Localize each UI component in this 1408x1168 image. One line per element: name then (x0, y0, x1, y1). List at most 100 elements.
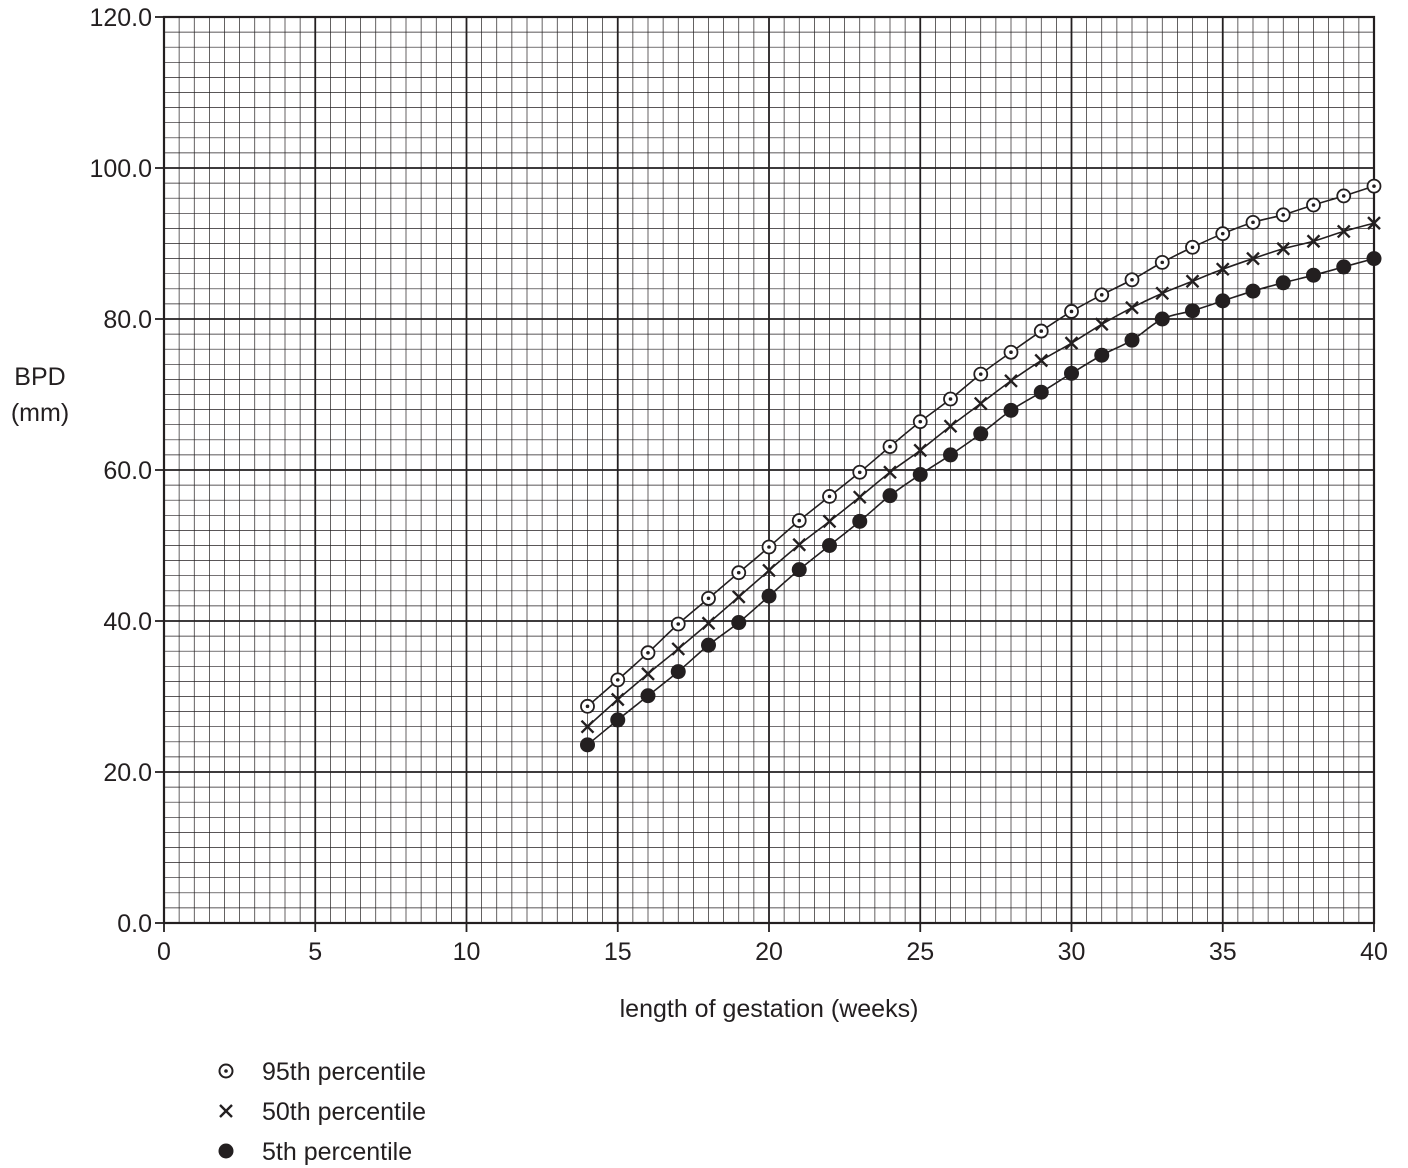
marker-5th (822, 538, 837, 553)
marker-5th (1064, 365, 1079, 381)
marker-50th (852, 490, 867, 505)
legend-label-50th: 50th percentile (262, 1098, 426, 1126)
legend-marker-50th (219, 1104, 233, 1118)
marker-50th (1336, 224, 1351, 239)
marker-5th (640, 688, 656, 704)
marker-95th (761, 539, 777, 555)
marker-95th (1306, 197, 1321, 213)
marker-5th (1306, 267, 1321, 283)
marker-5th (670, 664, 686, 680)
marker-5th (791, 562, 807, 578)
y-tick-label: 60.0 (103, 457, 152, 485)
legend-marker-5th (218, 1143, 234, 1159)
marker-95th (1124, 272, 1140, 288)
y-tick-label: 40.0 (103, 608, 152, 636)
legend-marker-95th (218, 1063, 234, 1079)
marker-50th (1155, 286, 1170, 301)
marker-50th (1125, 300, 1139, 315)
marker-95th (1185, 239, 1200, 255)
marker-5th (973, 426, 989, 442)
marker-95th (731, 565, 747, 581)
marker-50th (1276, 241, 1291, 256)
marker-5th (1094, 347, 1110, 363)
marker-50th (1004, 374, 1018, 388)
y-tick-label: 100.0 (89, 155, 152, 183)
marker-95th (1245, 214, 1261, 230)
x-axis-label: length of gestation (weeks) (620, 995, 919, 1023)
x-tick-label: 10 (453, 938, 481, 966)
legend: 95th percentile 50th percentile 5th perc… (218, 1058, 426, 1166)
marker-95th (1033, 323, 1049, 339)
marker-50th (1064, 336, 1079, 351)
marker-50th (822, 514, 837, 529)
marker-50th (1306, 234, 1321, 249)
marker-50th (762, 563, 776, 578)
x-tick-label: 30 (1058, 938, 1086, 966)
marker-95th (943, 391, 958, 407)
marker-95th (1336, 188, 1352, 204)
legend-label-5th: 5th percentile (262, 1138, 412, 1166)
marker-95th (1215, 226, 1231, 242)
y-tick-label: 0.0 (117, 910, 152, 938)
marker-5th (731, 615, 747, 631)
marker-95th (1275, 207, 1291, 223)
x-tick-label: 20 (755, 938, 783, 966)
marker-5th (1154, 311, 1170, 327)
marker-5th (1245, 283, 1261, 299)
marker-50th (913, 443, 928, 458)
marker-95th (852, 464, 868, 480)
marker-50th (1185, 274, 1200, 289)
marker-5th (912, 467, 928, 483)
marker-5th (943, 447, 958, 463)
x-tick-label: 25 (906, 938, 934, 966)
marker-95th (640, 645, 656, 661)
y-tick-label: 20.0 (103, 759, 152, 787)
marker-50th (671, 642, 686, 656)
marker-50th (1034, 353, 1049, 368)
marker-50th (1246, 251, 1260, 266)
marker-5th (610, 712, 626, 728)
y-axis-label-line1: BPD (14, 363, 65, 391)
marker-95th (610, 672, 626, 688)
marker-95th (670, 616, 686, 632)
marker-95th (580, 698, 595, 714)
x-tick-label: 40 (1360, 938, 1388, 966)
marker-5th (1275, 275, 1291, 291)
legend-label-95th: 95th percentile (262, 1058, 426, 1086)
marker-95th (822, 489, 837, 504)
marker-95th (701, 590, 716, 606)
marker-95th (1154, 254, 1170, 270)
x-tick-label: 0 (157, 938, 171, 966)
marker-50th (580, 719, 595, 734)
marker-5th (1124, 332, 1140, 348)
marker-50th (973, 396, 988, 411)
marker-5th (1003, 402, 1019, 418)
marker-50th (1215, 262, 1230, 277)
grid (162, 15, 1376, 925)
marker-5th (1366, 251, 1382, 267)
marker-95th (912, 414, 928, 430)
marker-50th (792, 537, 807, 552)
marker-50th (1094, 317, 1109, 332)
y-tick-label: 80.0 (103, 306, 152, 334)
marker-5th (852, 513, 868, 529)
marker-5th (1033, 384, 1049, 400)
marker-5th (761, 588, 777, 604)
marker-5th (1185, 303, 1200, 319)
marker-50th (731, 589, 746, 604)
marker-50th (641, 667, 655, 681)
marker-5th (882, 488, 898, 504)
y-axis-label-line2: (mm) (11, 399, 69, 427)
x-tick-label: 35 (1209, 938, 1237, 966)
x-tick-label: 5 (308, 938, 322, 966)
marker-95th (1003, 344, 1019, 360)
marker-95th (973, 366, 989, 382)
marker-95th (1094, 287, 1110, 303)
marker-95th (882, 439, 898, 454)
marker-50th (1367, 216, 1381, 230)
tick-labels: 0 5 10 15 20 25 30 35 40 0.0 20.0 40.0 60.0 80.0 100.0… (89, 4, 1387, 966)
marker-5th (1336, 259, 1352, 275)
marker-95th (1366, 178, 1382, 194)
x-tick-label: 15 (604, 938, 632, 966)
